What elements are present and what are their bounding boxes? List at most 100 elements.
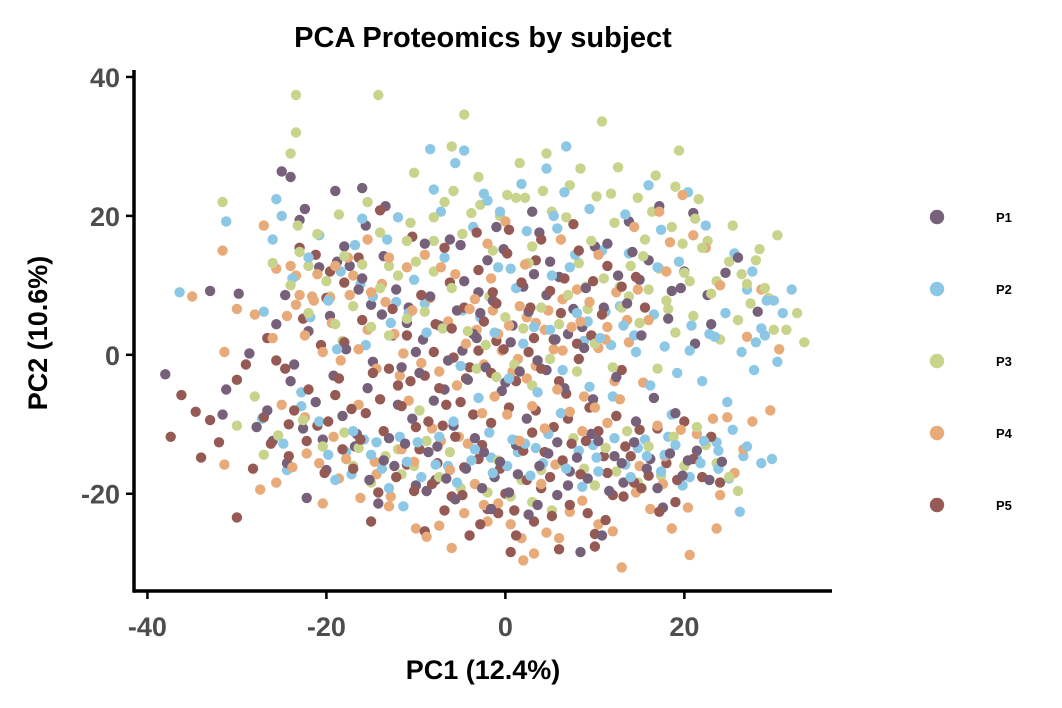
point-p1: [732, 252, 744, 263]
point-p3: [362, 196, 373, 208]
point-p4: [564, 406, 575, 417]
point-p5: [410, 421, 422, 433]
point-p2: [450, 157, 461, 169]
point-p1: [204, 285, 216, 297]
point-p4: [654, 206, 665, 217]
point-p3: [799, 337, 810, 348]
point-p1: [414, 367, 425, 379]
point-p4: [276, 399, 287, 410]
point-p5: [401, 330, 413, 341]
point-p1: [471, 332, 482, 344]
point-p4: [557, 345, 568, 356]
point-p3: [607, 362, 618, 373]
point-p3: [249, 391, 260, 402]
point-p2: [655, 466, 667, 477]
point-p5: [564, 499, 575, 511]
point-p4: [383, 501, 395, 512]
point-p5: [280, 363, 291, 374]
point-p1: [720, 267, 731, 278]
point-p5: [423, 416, 434, 427]
point-p3: [448, 185, 459, 197]
point-p1: [532, 355, 543, 366]
point-p3: [457, 228, 468, 240]
point-p2: [174, 287, 185, 298]
point-p1: [482, 255, 493, 266]
x-tick-label: 20: [669, 612, 699, 642]
point-p2: [700, 220, 711, 231]
point-p3: [668, 431, 679, 442]
legend-key-p4: [929, 425, 945, 441]
point-p3: [598, 273, 609, 284]
point-p4: [355, 492, 366, 504]
point-p5: [654, 506, 665, 517]
point-p4: [446, 542, 457, 554]
point-p2: [516, 178, 527, 190]
point-p5: [374, 394, 386, 405]
point-p2: [709, 331, 720, 342]
point-p4: [577, 426, 588, 437]
point-p3: [781, 324, 792, 335]
point-p5: [679, 416, 690, 427]
point-p2: [505, 263, 516, 274]
point-p2: [357, 213, 368, 224]
point-p3: [670, 327, 681, 338]
legend-label-p1: P1: [996, 210, 1012, 225]
point-p4: [584, 296, 595, 308]
point-p5: [204, 414, 216, 426]
point-p5: [446, 323, 457, 334]
point-p1: [532, 499, 543, 511]
point-p1: [534, 460, 545, 472]
point-p5: [573, 353, 584, 365]
point-p1: [262, 405, 273, 416]
point-p3: [294, 246, 305, 258]
legend-label-p3: P3: [996, 354, 1012, 369]
point-p5: [468, 409, 479, 420]
point-p1: [575, 546, 586, 558]
point-p1: [543, 448, 554, 459]
point-p1: [478, 446, 490, 458]
point-p4: [643, 314, 654, 326]
point-p3: [693, 194, 704, 205]
point-p2: [518, 338, 529, 349]
y-tick-label: 40: [90, 63, 120, 93]
point-p2: [303, 252, 314, 263]
point-p2: [618, 320, 629, 331]
point-p4: [398, 348, 409, 359]
point-p4: [536, 478, 547, 490]
point-p2: [521, 226, 532, 237]
point-p5: [289, 405, 300, 416]
point-p4: [675, 424, 686, 435]
point-p1: [752, 306, 763, 317]
point-p5: [408, 485, 420, 497]
legend-key-p2: [929, 281, 945, 297]
point-p5: [303, 384, 314, 395]
point-p2: [645, 380, 656, 391]
point-p3: [502, 189, 513, 201]
point-p4: [299, 330, 311, 341]
point-p2: [727, 424, 738, 435]
point-p4: [217, 245, 228, 256]
point-p1: [432, 441, 443, 452]
point-p2: [376, 463, 388, 474]
point-p3: [401, 235, 413, 247]
point-p4: [539, 423, 550, 434]
point-p1: [587, 394, 599, 405]
point-p3: [459, 109, 470, 120]
y-axis-title: PC2 (10.6%): [23, 256, 53, 411]
point-p1: [663, 313, 674, 324]
point-p5: [573, 245, 584, 256]
point-p2: [455, 360, 466, 372]
point-p2: [546, 270, 558, 281]
point-p4: [187, 291, 198, 302]
point-p5: [323, 416, 334, 427]
point-p1: [444, 234, 456, 245]
point-p3: [514, 157, 525, 169]
point-p4: [419, 249, 430, 260]
point-p3: [632, 192, 643, 203]
point-p2: [323, 449, 334, 460]
point-p3: [410, 256, 422, 267]
point-p5: [346, 403, 357, 415]
point-p3: [353, 442, 364, 454]
point-p1: [641, 463, 652, 474]
